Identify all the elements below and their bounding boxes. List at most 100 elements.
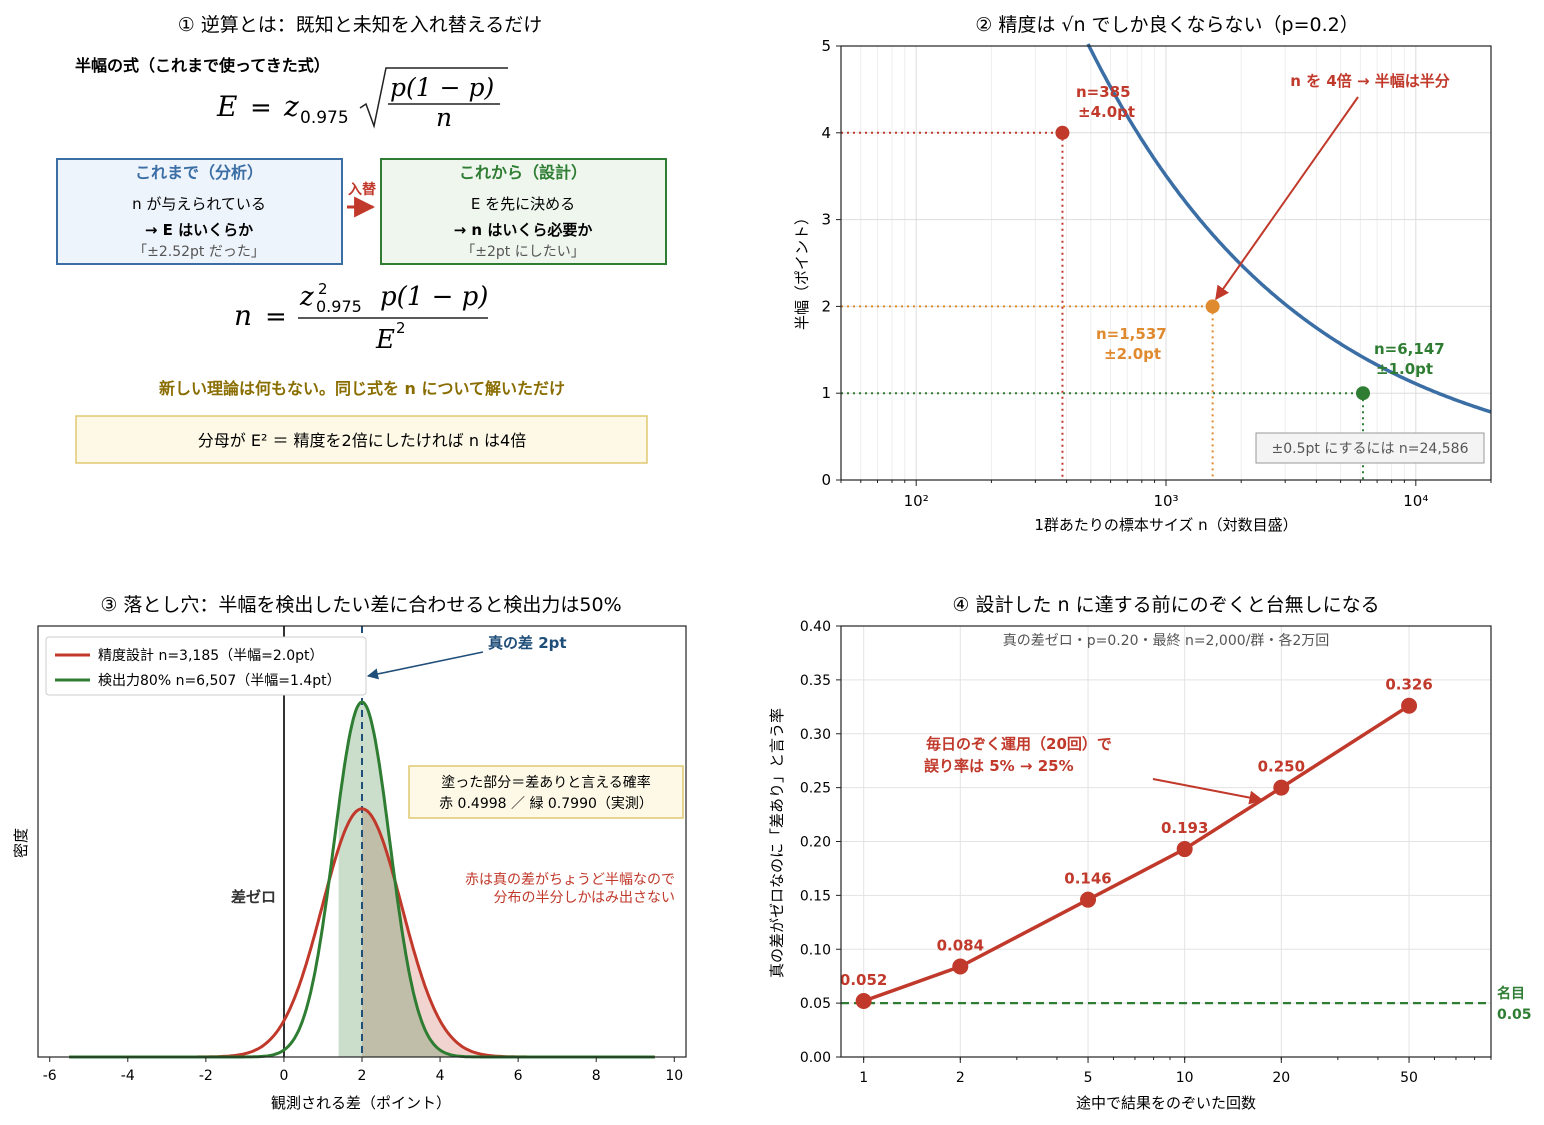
svg-text:E: E <box>375 325 395 355</box>
green-fill-area <box>338 702 655 1057</box>
panel3-red-note-1: 赤は真の差がちょうど半幅なので <box>465 872 675 888</box>
panel2-annotation-arrow-icon <box>1215 96 1359 301</box>
nominal-label-2: 0.05 <box>1497 1007 1532 1023</box>
panel3-ylabel: 密度 <box>12 828 30 858</box>
legend-red-label: 精度設計 n=3,185（半幅=2.0pt） <box>98 648 324 664</box>
x-tick-label: 20 <box>1272 1070 1290 1086</box>
y-tick-label: 0.40 <box>800 619 831 635</box>
design-box-line1: E を先に決める <box>471 195 575 213</box>
data-point <box>1055 125 1070 140</box>
y-tick-label: 0.15 <box>800 888 831 904</box>
svg-text:0.975: 0.975 <box>316 297 362 316</box>
data-point <box>1080 891 1097 908</box>
true-diff-arrow-icon <box>366 651 484 680</box>
y-tick-label: 0.30 <box>800 727 831 743</box>
panel2-annotation: n を 4倍 → 半幅は半分 <box>1290 72 1450 90</box>
formula-label: 半幅の式（これまで使ってきた式） <box>75 56 330 75</box>
y-tick-label: 3 <box>821 211 831 229</box>
nominal-label-1: 名目 <box>1497 985 1525 1002</box>
x-tick-label: -6 <box>43 1068 57 1084</box>
panel2-xlabel: 1群あたりの標本サイズ n（対数目盛） <box>1034 516 1297 534</box>
x-tick-label: 4 <box>436 1068 445 1084</box>
x-tick-label: 1 <box>859 1070 868 1086</box>
svg-text:n: n <box>436 103 452 132</box>
panel2-ylabel: 半幅（ポイント） <box>793 210 811 330</box>
data-label: 0.084 <box>937 936 984 954</box>
red-fill-area <box>362 808 655 1057</box>
x-tick-label: 10⁴ <box>1403 492 1428 510</box>
data-point <box>1401 697 1418 714</box>
analysis-box-line3: 「±2.52pt だった」 <box>133 244 265 260</box>
panel-1: ① 逆算とは：既知と未知を入れ替えるだけ 半幅の式（これまで使ってきた式） E … <box>56 14 667 464</box>
panel4-ylabel: 真の差がゼロなのに「差あり」と言う率 <box>768 708 786 978</box>
y-tick-label: 0.20 <box>800 835 831 851</box>
data-point <box>1356 386 1371 401</box>
point-label-n6147: n=6,147 <box>1374 340 1445 358</box>
svg-text:0.975: 0.975 <box>300 108 349 128</box>
panel3-info-line1: 塗った部分＝差ありと言える確率 <box>441 774 651 791</box>
panel3-legend: 精度設計 n=3,185（半幅=2.0pt） 検出力80% n=6,507（半幅… <box>45 636 367 696</box>
swap-label: 入替 <box>348 181 377 198</box>
panel1-title: ① 逆算とは：既知と未知を入れ替えるだけ <box>178 14 543 36</box>
true-diff-label: 真の差 2pt <box>488 634 567 652</box>
data-label: 0.052 <box>840 971 887 989</box>
y-tick-label: 0.25 <box>800 781 831 797</box>
y-tick-label: 0.10 <box>800 942 831 958</box>
data-label: 0.193 <box>1161 819 1208 837</box>
svg-text:z: z <box>299 282 314 312</box>
panel4-subtitle: 真の差ゼロ・p=0.20・最終 n=2,000/群・各2万回 <box>1003 633 1330 649</box>
y-tick-label: 4 <box>821 124 831 142</box>
analysis-box-line2: → E はいくらか <box>145 221 253 239</box>
panel3-info-line2: 赤 0.4998 ／ 緑 0.7990（実測） <box>439 796 653 812</box>
y-tick-label: 0.05 <box>800 996 831 1012</box>
false-positive-line <box>863 704 1411 1003</box>
panel4-series: 0.052 0.084 0.146 0.193 0.250 0.326 <box>840 676 1433 1009</box>
analysis-box-title: これまで（分析） <box>135 163 263 182</box>
x-tick-label: 6 <box>514 1068 523 1084</box>
svg-text:2: 2 <box>396 319 406 337</box>
zero-label: 差ゼロ <box>231 888 276 906</box>
x-tick-label: 10³ <box>1153 492 1178 510</box>
svg-text:E: E <box>216 90 237 123</box>
data-point <box>855 992 872 1009</box>
svg-text:=: = <box>265 302 287 332</box>
analysis-box-line1: n が与えられている <box>132 195 266 213</box>
svg-text:=: = <box>250 93 272 123</box>
panel4-ticks: 0.00 0.05 0.10 0.15 0.20 0.25 0.30 0.35 0.40 1 2 5 1… <box>800 619 1492 1086</box>
panel3-red-note-2: 分布の半分しかはみ出さない <box>494 890 675 906</box>
x-tick-label: 0 <box>279 1068 288 1084</box>
panel-4: ④ 設計した n に達する前にのぞくと台無しになる 0.0520.0840.14… <box>768 594 1532 1112</box>
panel4-annot-1: 毎日のぞく運用（20回）で <box>926 735 1112 753</box>
y-tick-label: 5 <box>821 37 831 55</box>
gold-note: 新しい理論は何もない。同じ式を n について解いただけ <box>159 379 565 398</box>
design-box-line3: 「±2pt にしたい」 <box>461 244 584 260</box>
panel2-ticks: 10² 10³ 10⁴ 0 1 2 3 4 5 <box>821 37 1492 510</box>
design-box <box>380 158 667 265</box>
panel2-grid <box>840 45 1492 481</box>
svg-text:2: 2 <box>318 280 328 298</box>
panel4-title: ④ 設計した n に達する前にのぞくと台無しになる <box>952 594 1379 616</box>
x-tick-label: -4 <box>121 1068 135 1084</box>
point-label-n1537: n=1,537 <box>1096 325 1167 343</box>
x-tick-label: 50 <box>1400 1070 1418 1086</box>
point-label-n385: n=385 <box>1076 83 1131 101</box>
svg-text:z: z <box>283 90 299 123</box>
panel4-xlabel: 途中で結果をのぞいた回数 <box>1076 1094 1256 1112</box>
y-tick-label: 0.35 <box>800 673 831 689</box>
formula-E: E = z 0.975 p(1 − p) n <box>216 67 508 132</box>
x-tick-label: 5 <box>1084 1070 1093 1086</box>
x-tick-label: 8 <box>592 1068 601 1084</box>
panel2-points <box>1055 125 1371 401</box>
panel2-inset-text: ±0.5pt にするには n=24,586 <box>1271 441 1468 457</box>
design-box-line2: → n はいくら必要か <box>454 221 593 239</box>
panel3-info-box <box>408 765 684 819</box>
panel3-title: ③ 落とし穴：半幅を検出したい差に合わせると検出力は50% <box>100 594 621 616</box>
halfwidth-curve <box>1086 43 1492 414</box>
point-label-hw4: ±4.0pt <box>1078 103 1135 121</box>
data-point <box>1205 299 1220 314</box>
data-point <box>952 958 969 975</box>
panel3-ticks: -6 -4 -2 0 2 4 6 8 10 <box>43 1057 683 1084</box>
x-tick-label: 10² <box>904 492 929 510</box>
x-tick-label: 10 <box>1176 1070 1194 1086</box>
